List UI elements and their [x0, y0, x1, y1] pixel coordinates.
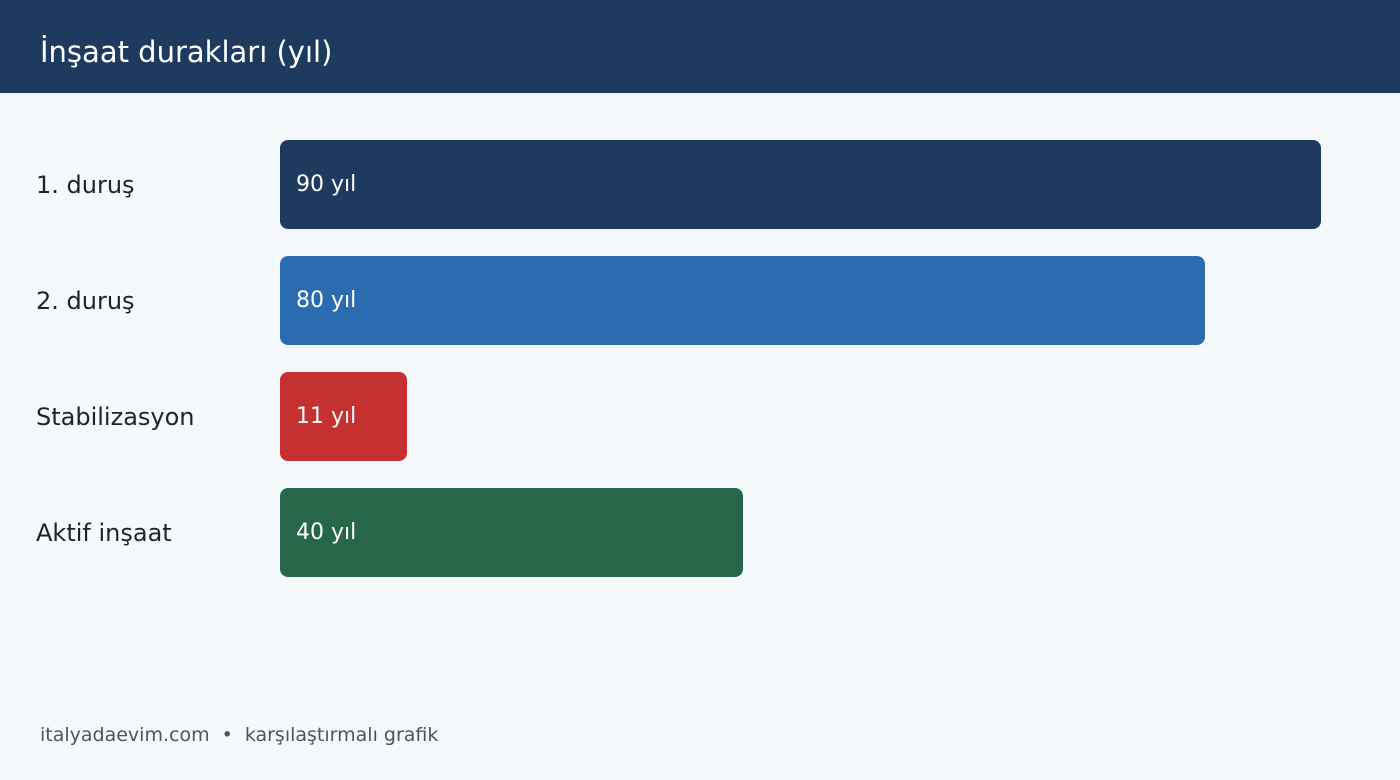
bar-value-label: 40 yıl [296, 519, 357, 545]
footer-caption: karşılaştırmalı grafik [244, 724, 439, 746]
chart-footer: italyadaevim.com • karşılaştırmalı grafik [40, 722, 438, 748]
bar [280, 256, 1205, 345]
bar-value-label: 11 yıl [296, 403, 357, 429]
chart-title: İnşaat durakları (yıl) [40, 35, 333, 69]
category-label: Aktif inşaat [36, 518, 172, 547]
bar [280, 140, 1321, 229]
category-label: Stabilizasyon [36, 402, 195, 431]
footer-site: italyadaevim.com [40, 724, 210, 746]
chart-header: İnşaat durakları (yıl) [0, 0, 1400, 93]
bar-value-label: 90 yıl [296, 171, 357, 197]
bar [280, 372, 407, 461]
footer-separator: • [221, 724, 233, 746]
bar-value-label: 80 yıl [296, 287, 357, 313]
category-label: 2. duruş [36, 286, 135, 315]
bar [280, 488, 743, 577]
category-label: 1. duruş [36, 170, 135, 199]
